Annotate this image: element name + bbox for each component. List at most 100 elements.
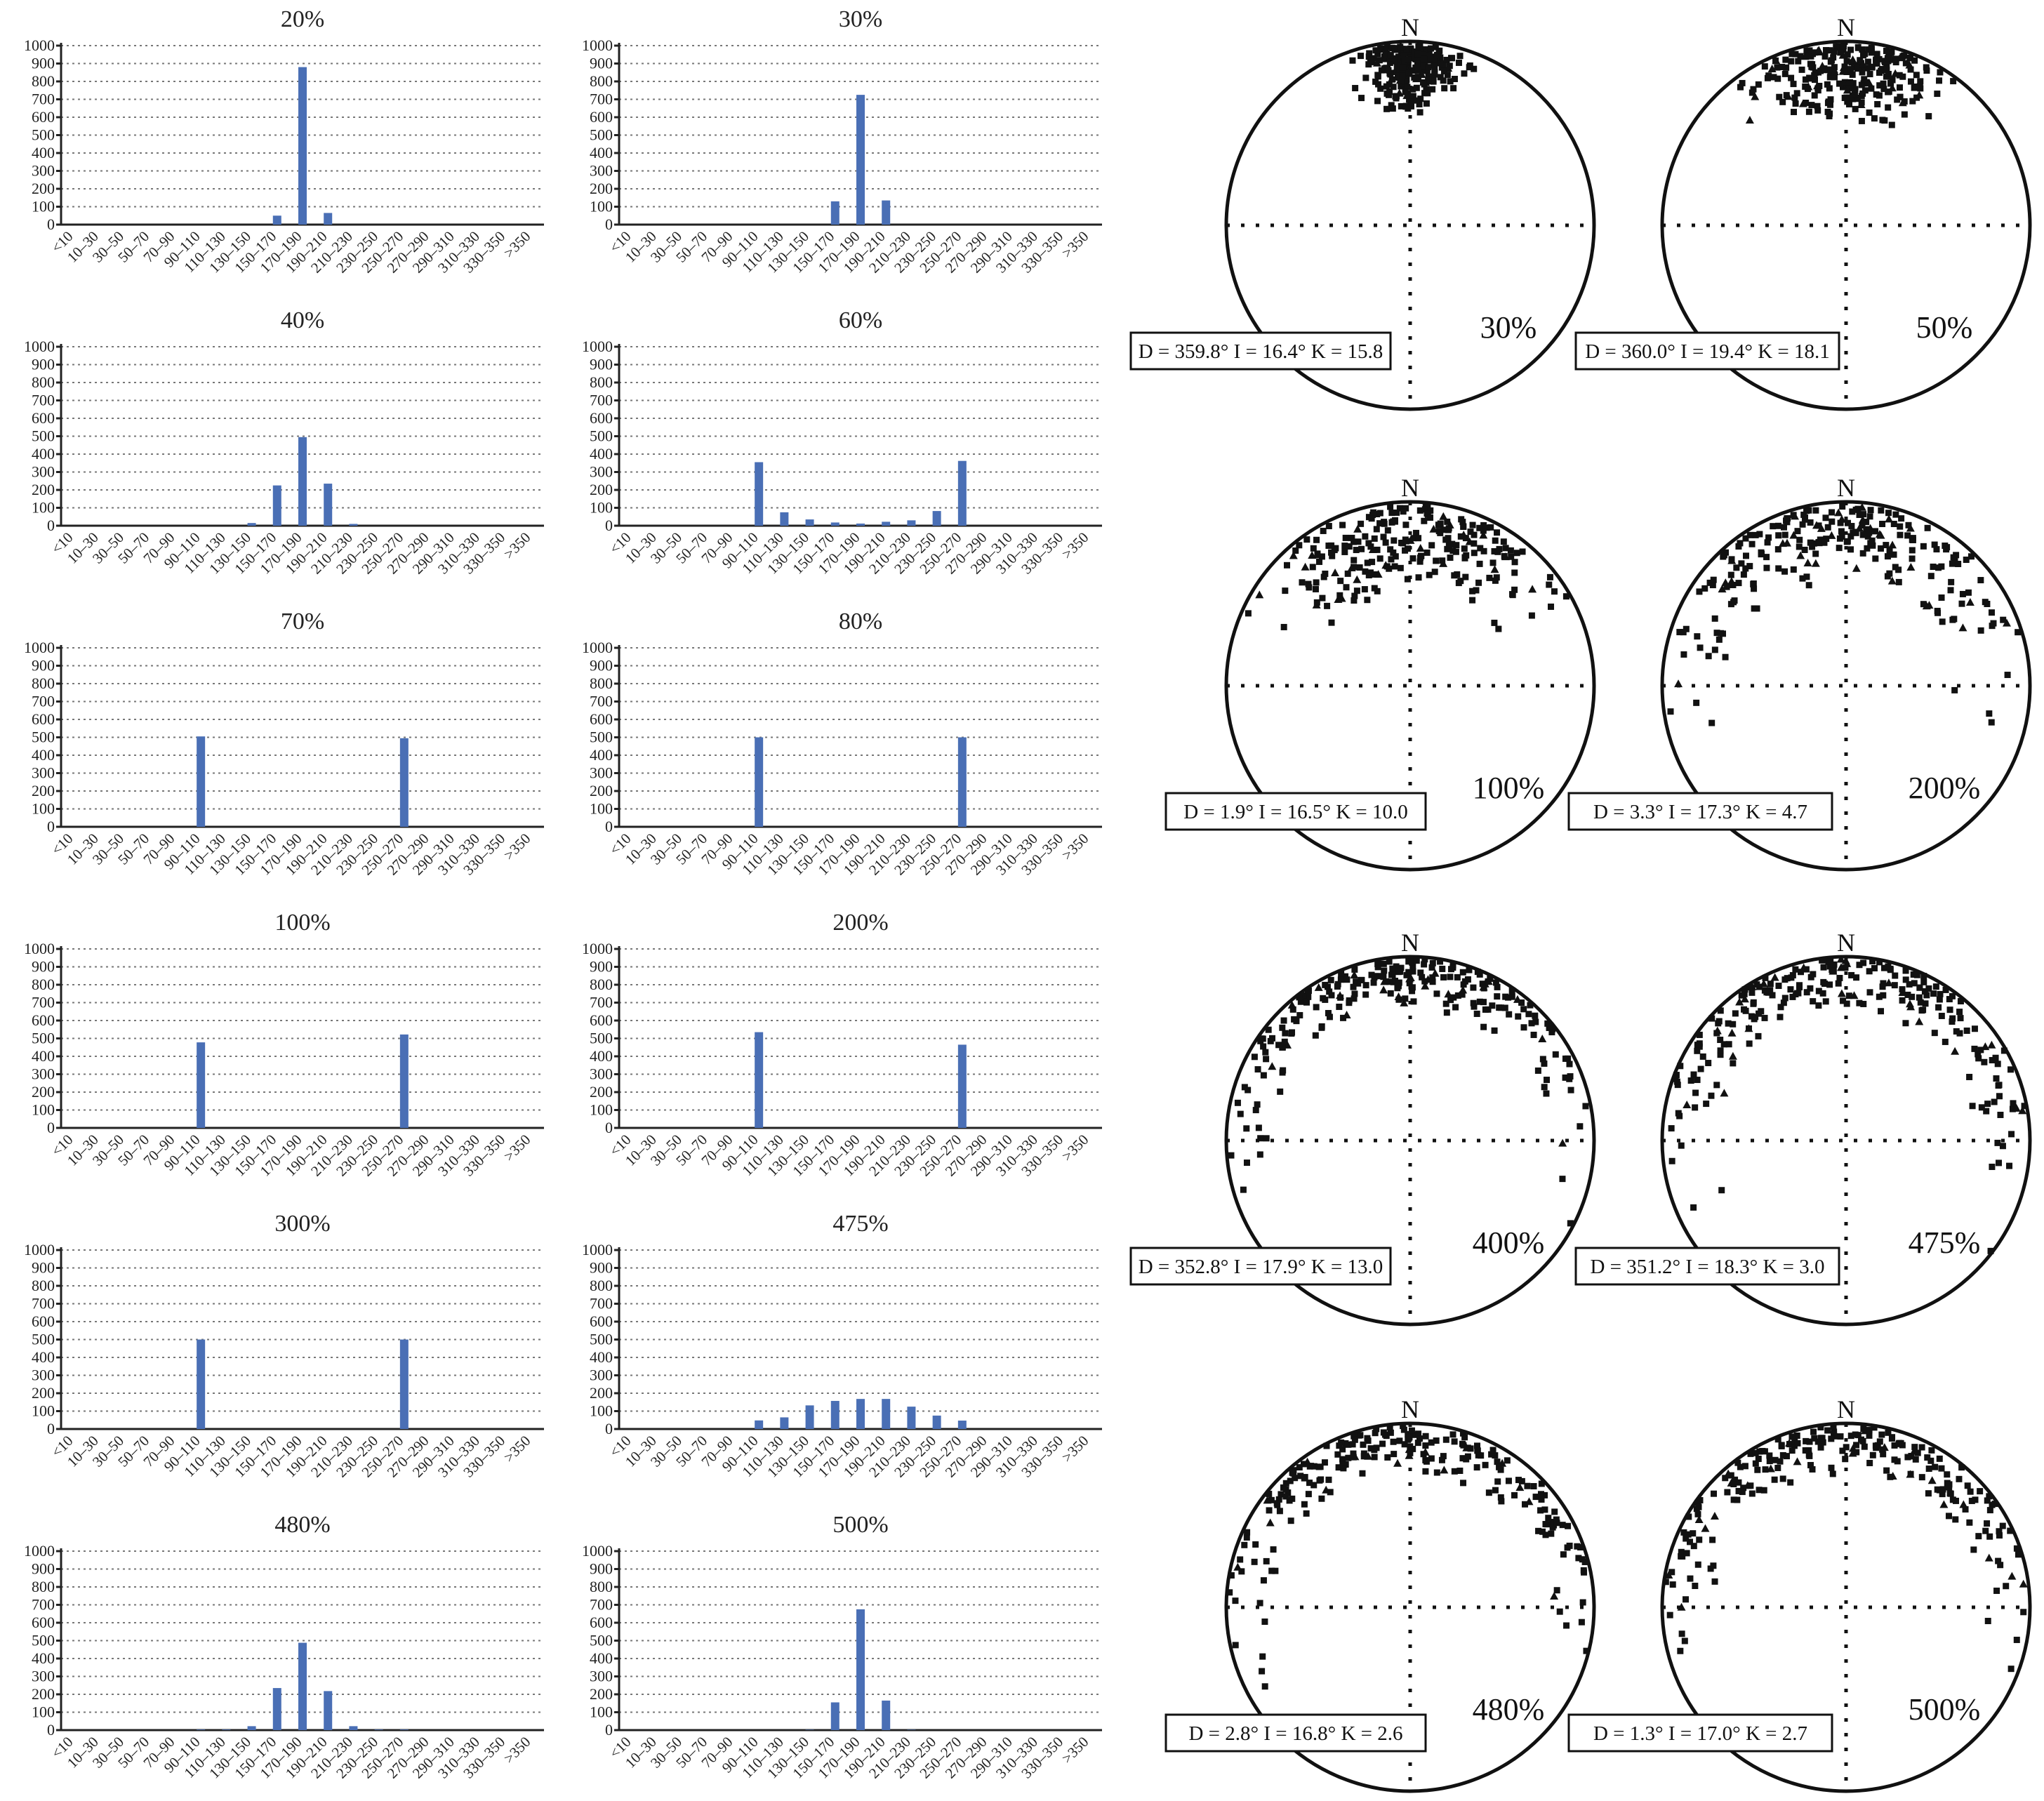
data-point	[1735, 1479, 1742, 1486]
data-point	[1918, 1474, 1925, 1481]
data-point	[1261, 1683, 1268, 1690]
y-tick-label: 1000	[24, 1542, 55, 1560]
data-point	[1534, 1067, 1541, 1074]
data-point	[1328, 619, 1335, 626]
y-tick-label: 1000	[582, 1542, 613, 1560]
data-point	[1259, 1653, 1266, 1660]
data-point	[1842, 1456, 1849, 1463]
data-point	[1710, 1562, 1717, 1569]
data-point	[1414, 60, 1421, 67]
data-point	[1902, 1020, 1909, 1027]
stats-text: D = 360.0° I = 19.4° K = 18.1	[1585, 340, 1830, 363]
data-point	[1287, 1517, 1294, 1524]
data-point	[1817, 1444, 1824, 1451]
data-point	[1874, 1442, 1881, 1449]
y-tick-label: 900	[590, 1560, 613, 1578]
data-point	[1968, 1497, 1975, 1504]
data-point	[1831, 48, 1838, 55]
data-point	[1850, 95, 1857, 102]
y-tick-label: 300	[590, 1668, 613, 1685]
data-point	[1234, 1099, 1241, 1106]
data-point	[1462, 573, 1469, 580]
data-point	[1310, 545, 1317, 552]
y-tick-label: 1000	[582, 1241, 613, 1258]
data-point	[1316, 558, 1323, 565]
data-point-triangle	[1440, 1466, 1449, 1474]
data-point	[1674, 1082, 1681, 1089]
data-point	[1825, 958, 1832, 965]
data-point	[1542, 1521, 1549, 1528]
data-point	[1386, 88, 1393, 95]
y-tick-label: 0	[605, 1721, 613, 1739]
data-point	[1879, 65, 1886, 72]
data-point	[1850, 80, 1857, 87]
data-point	[1936, 77, 1943, 84]
data-point	[1809, 1466, 1816, 1473]
data-point-triangle	[1857, 100, 1866, 108]
data-point	[1911, 980, 1918, 987]
data-point	[1538, 1496, 1545, 1503]
data-point	[1694, 1042, 1701, 1049]
data-point	[1500, 538, 1507, 545]
data-point	[1750, 86, 1757, 93]
y-tick-label: 0	[47, 1721, 55, 1739]
histogram-title: 480%	[274, 1512, 330, 1538]
data-point	[1379, 1440, 1386, 1447]
data-point	[1783, 64, 1790, 71]
data-point	[1240, 1186, 1247, 1193]
data-point	[1933, 546, 1940, 553]
data-point	[1480, 999, 1487, 1006]
data-point	[1858, 81, 1865, 88]
data-point	[1380, 960, 1387, 967]
data-point	[1849, 71, 1856, 78]
data-point	[1913, 971, 1920, 978]
data-point	[1812, 507, 1819, 514]
data-point	[1803, 573, 1810, 580]
data-point	[1781, 976, 1788, 983]
x-tick-label: >350	[500, 1433, 534, 1466]
y-tick-label: 800	[32, 1277, 55, 1294]
data-point	[1770, 523, 1777, 530]
data-point	[1831, 961, 1838, 968]
data-point	[1742, 535, 1749, 542]
data-point	[1546, 581, 1553, 588]
data-point	[1790, 81, 1797, 88]
data-point	[1711, 615, 1718, 622]
y-tick-label: 0	[605, 215, 613, 233]
data-point	[1876, 69, 1883, 76]
data-point	[1356, 564, 1363, 571]
data-point	[1873, 58, 1880, 65]
data-point-triangle	[1789, 531, 1798, 539]
data-point	[1879, 117, 1886, 124]
data-point	[1790, 566, 1797, 573]
data-point	[1937, 69, 1944, 76]
data-point	[1890, 520, 1897, 527]
data-point	[1739, 1489, 1746, 1496]
bar	[247, 1726, 256, 1730]
data-point	[1567, 1086, 1574, 1094]
data-point	[1480, 527, 1487, 534]
data-point	[1666, 1611, 1673, 1619]
data-point	[1856, 512, 1863, 519]
data-point	[1966, 1073, 1973, 1080]
data-point	[1959, 590, 1966, 597]
data-point	[1410, 535, 1417, 542]
data-point	[1803, 966, 1810, 973]
data-point	[1372, 571, 1379, 578]
data-point	[1507, 547, 1514, 554]
data-point	[1537, 1491, 1544, 1498]
y-tick-label: 700	[590, 1596, 613, 1614]
data-point	[1748, 1013, 1755, 1020]
data-point	[1428, 964, 1435, 971]
data-point	[1427, 514, 1434, 521]
y-tick-label: 400	[590, 1348, 613, 1366]
data-point	[1815, 1002, 1822, 1009]
data-point	[1282, 1493, 1289, 1500]
data-point-triangle	[1906, 1002, 1916, 1011]
data-point	[1304, 993, 1311, 1000]
data-point-triangle	[1550, 1592, 1559, 1600]
data-point	[1703, 1101, 1710, 1108]
data-point	[1422, 1468, 1429, 1475]
stereonet-label: 200%	[1909, 771, 1981, 805]
data-point	[1421, 961, 1428, 968]
